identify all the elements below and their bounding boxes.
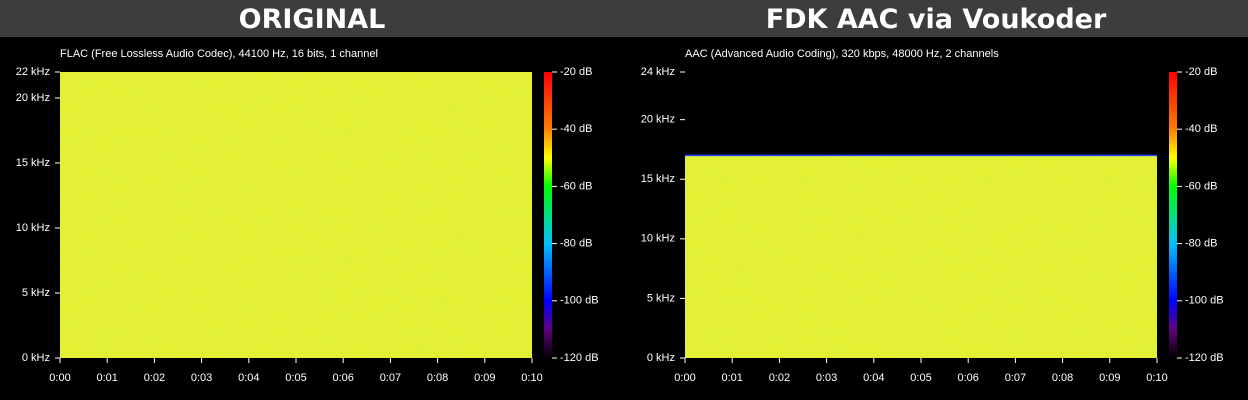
colorbar-tick-label: -80 dB	[560, 238, 592, 250]
x-tick-label: 0:08	[427, 372, 448, 384]
y-tick-label: 0 kHz	[647, 352, 675, 364]
x-tick-label: 0:01	[721, 372, 742, 384]
colorbar-tick-label: -40 dB	[560, 123, 592, 135]
x-tick-label: 0:00	[674, 372, 695, 384]
colorbar	[544, 72, 552, 358]
y-tick-label: 15 kHz	[641, 173, 675, 185]
y-tick-label: 20 kHz	[16, 92, 50, 104]
x-tick-label: 0:01	[96, 372, 117, 384]
y-tick-label: 5 kHz	[647, 292, 675, 304]
x-tick-label: 0:02	[769, 372, 790, 384]
x-tick-label: 0:00	[49, 372, 70, 384]
x-tick-label: 0:05	[910, 372, 931, 384]
y-tick-label: 24 kHz	[641, 66, 675, 78]
x-tick-label: 0:09	[474, 372, 495, 384]
y-tick-label: 5 kHz	[22, 287, 50, 299]
colorbar-tick-label: -100 dB	[560, 295, 599, 307]
x-tick-label: 0:06	[332, 372, 353, 384]
x-tick-label: 0:09	[1099, 372, 1120, 384]
colorbar-tick-label: -80 dB	[1185, 238, 1217, 250]
x-tick-label: 0:03	[191, 372, 212, 384]
x-tick-label: 0:05	[285, 372, 306, 384]
panel-header: ORIGINAL	[0, 0, 624, 37]
y-tick-label: 10 kHz	[16, 222, 50, 234]
colorbar-tick-label: -20 dB	[1185, 66, 1217, 78]
colorbar-tick-label: -120 dB	[560, 352, 599, 364]
x-tick-label: 0:03	[816, 372, 837, 384]
colorbar-tick-label: -120 dB	[1185, 352, 1224, 364]
colorbar-tick-label: -60 dB	[1185, 180, 1217, 192]
chart-title: FLAC (Free Lossless Audio Codec), 44100 …	[60, 48, 378, 60]
x-tick-label: 0:07	[380, 372, 401, 384]
x-tick-label: 0:10	[1146, 372, 1167, 384]
y-tick-label: 15 kHz	[16, 157, 50, 169]
colorbar-tick-label: -40 dB	[1185, 123, 1217, 135]
x-tick-label: 0:10	[521, 372, 542, 384]
colorbar-tick-label: -60 dB	[560, 180, 592, 192]
x-tick-label: 0:06	[957, 372, 978, 384]
spectrum-noise	[60, 72, 532, 358]
y-tick-label: 0 kHz	[22, 352, 50, 364]
x-tick-label: 0:04	[863, 372, 884, 384]
x-tick-label: 0:08	[1052, 372, 1073, 384]
chart-title: AAC (Advanced Audio Coding), 320 kbps, 4…	[685, 48, 999, 60]
panel-header: FDK AAC via Voukoder	[624, 0, 1248, 37]
x-tick-label: 0:02	[144, 372, 165, 384]
spectrum-noise	[685, 155, 1157, 358]
x-tick-label: 0:07	[1005, 372, 1026, 384]
y-tick-label: 20 kHz	[641, 114, 675, 126]
colorbar	[1169, 72, 1177, 358]
colorbar-tick-label: -100 dB	[1185, 295, 1224, 307]
y-tick-label: 22 kHz	[16, 66, 50, 78]
y-tick-label: 10 kHz	[641, 233, 675, 245]
colorbar-tick-label: -20 dB	[560, 66, 592, 78]
x-tick-label: 0:04	[238, 372, 259, 384]
